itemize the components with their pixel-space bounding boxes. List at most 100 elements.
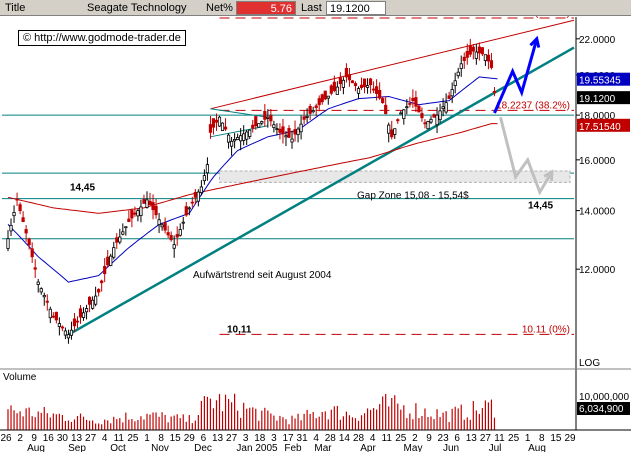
time-tick-label: 28 — [353, 433, 365, 444]
candle-body — [248, 129, 252, 137]
time-tick-label: 8 — [158, 433, 164, 444]
time-tick-label: 1 — [525, 433, 531, 444]
price-tick-label: 14.0000 — [579, 207, 616, 218]
candle-body — [447, 95, 451, 99]
month-label: Apr — [360, 443, 376, 452]
gap-zone: Gap Zone 15,08 - 15,54$ — [219, 170, 571, 201]
time-tick-label: 15 — [170, 433, 182, 444]
month-label: Nov — [151, 443, 169, 452]
candle-body — [480, 47, 484, 55]
time-tick-label: 11 — [382, 433, 393, 444]
candle-body — [293, 129, 297, 135]
candle-body — [97, 289, 101, 293]
volume-tag-value: 6,034,900 — [579, 404, 624, 415]
forecast-arrows — [493, 35, 554, 196]
candle-body — [381, 98, 385, 104]
candle-body — [87, 296, 92, 305]
candle-body — [196, 191, 200, 202]
time-tick-label: 3 — [243, 433, 249, 444]
price-tag-box — [577, 91, 630, 105]
time-tick-label: 3 — [271, 433, 277, 444]
month-label: Dec — [194, 443, 212, 452]
candle-body — [459, 63, 463, 69]
candle-body — [420, 113, 424, 119]
candle-body — [402, 109, 406, 120]
candle-body — [193, 192, 197, 198]
wedge-line-lower — [210, 125, 268, 138]
candle-body — [338, 77, 342, 85]
candle-body — [84, 308, 89, 313]
candle-body — [245, 131, 249, 140]
time-tick-label: 2 — [17, 433, 23, 444]
candle-body — [317, 98, 321, 106]
time-tick-label: 13 — [71, 433, 83, 444]
candle-body — [66, 334, 71, 339]
candle-body — [121, 231, 125, 235]
price-tick-label: 12.0000 — [579, 265, 616, 276]
candle-body — [202, 175, 206, 182]
candle-body — [353, 83, 358, 87]
trend-label: Aufwärtstrend seit August 2004 — [193, 270, 332, 281]
candle-body — [226, 134, 231, 143]
time-tick-label: 11 — [114, 433, 125, 444]
time-tick-label: 2 — [412, 433, 418, 444]
time-tick-label: 25 — [395, 433, 407, 444]
price-tag-box — [577, 118, 630, 132]
candle-body — [302, 116, 306, 120]
candle-body — [468, 45, 472, 55]
candle-body — [359, 84, 364, 89]
level-1445-label-right: 14,45 — [528, 201, 553, 212]
candle-body — [18, 204, 22, 212]
candle-body — [278, 128, 282, 133]
time-tick-label: 8 — [539, 433, 545, 444]
time-tick-label: 16 — [43, 433, 55, 444]
candle-body — [109, 255, 113, 266]
candle-body — [311, 110, 315, 113]
fib-label: 18.2237 (38.2%) — [496, 100, 570, 111]
candle-body — [217, 116, 222, 127]
candle-body — [199, 186, 203, 194]
time-tick-label: 13 — [212, 433, 224, 444]
candle-body — [112, 247, 116, 258]
candle-body — [384, 104, 388, 115]
candle-body — [9, 224, 13, 232]
candle-body — [124, 226, 128, 229]
candle-body — [408, 103, 412, 105]
chart-titlebar: Title Seagate Technology Net% 5.76 Last … — [0, 0, 631, 16]
level-1445-label: 14,45 — [70, 183, 95, 194]
candle-body — [169, 235, 173, 241]
candle-body — [266, 116, 270, 119]
candle-body — [393, 128, 397, 135]
time-tick-label: 17 — [282, 433, 294, 444]
candle-body — [27, 238, 31, 246]
candle-body — [91, 299, 95, 309]
time-tick-label: 9 — [31, 433, 37, 444]
candle-body — [483, 54, 487, 61]
candle-body — [236, 137, 240, 140]
time-tick-label: 4 — [102, 433, 108, 444]
candle-body — [281, 126, 285, 135]
candle-body — [100, 280, 104, 284]
candle-body — [175, 234, 179, 238]
candle-body — [145, 199, 149, 208]
candle-body — [378, 89, 382, 99]
candle-body — [362, 78, 367, 88]
security-name: Seagate Technology — [87, 2, 187, 14]
last-label: Last — [301, 2, 322, 14]
candle-body — [299, 123, 303, 133]
low-1011-label: 10,11 — [227, 324, 252, 335]
candle-body — [142, 198, 146, 204]
candle-body — [12, 212, 16, 217]
candle-body — [190, 201, 194, 204]
candle-body — [214, 119, 219, 123]
candle-body — [115, 237, 119, 243]
price-tick-label: 16.0000 — [579, 156, 616, 167]
candle-body — [178, 229, 182, 236]
time-tick-label: 13 — [466, 433, 478, 444]
uptrend-line — [67, 46, 575, 336]
candle-body — [33, 267, 37, 270]
candle-body — [387, 124, 391, 134]
candle-body — [417, 105, 421, 113]
candle-body — [94, 295, 98, 305]
candle-body — [106, 256, 110, 266]
